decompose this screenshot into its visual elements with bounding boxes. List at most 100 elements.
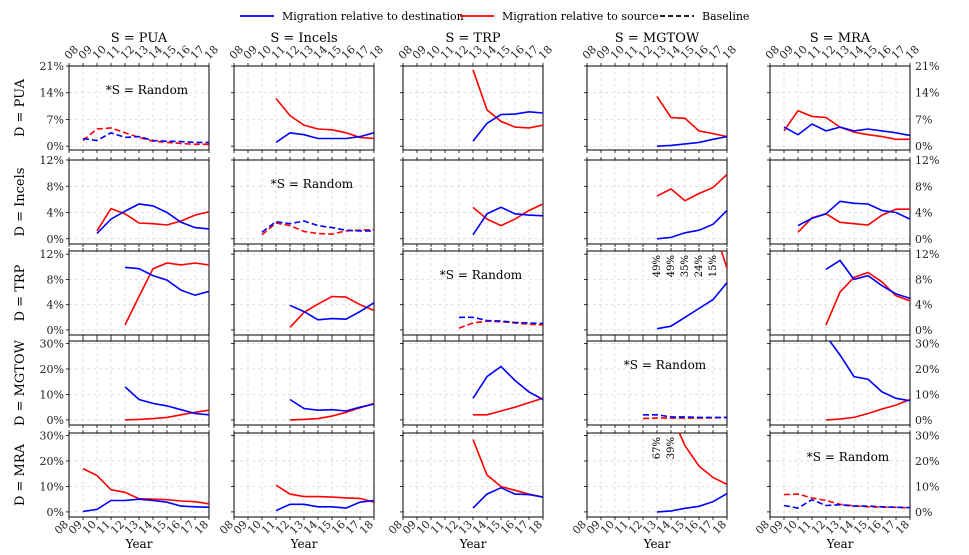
y-tick-label: 30% [915,338,939,351]
series-source [656,173,727,202]
x-tick-label-top: 18 [202,43,221,62]
x-tick-label-bottom: 18 [192,518,211,537]
y-tick-label: 0% [47,414,64,427]
series-group [642,413,727,420]
y-tick-label: 0% [915,414,932,427]
series-destination [124,266,209,297]
series-destination [828,341,910,402]
random-annotation: *S = Random [271,177,354,191]
series-source [678,433,727,486]
y-tick-label: 8% [47,273,64,286]
series-source [289,402,374,421]
y-tick-label: 8% [915,273,932,286]
row-label-0: D = PUA [13,78,28,137]
y-tick-label: 12% [40,248,64,261]
y-tick-label: 8% [47,180,64,193]
percent-label: 67% [652,437,663,459]
series-destination [472,365,543,401]
x-tick-label-bottom: 18 [357,518,376,537]
y-tick-label: 4% [47,207,64,220]
series-destination [643,413,727,419]
series-destination [275,499,374,512]
series-group [472,69,543,142]
y-tick-label: 7% [47,113,64,126]
series-source [825,398,910,421]
x-tick-label-top: 18 [720,43,739,62]
series-source [825,271,910,326]
series-group [275,484,374,512]
y-tick-label: 30% [915,430,939,443]
series-group [656,96,727,147]
series-destination [289,398,374,412]
series-source [261,222,374,236]
x-tick-label-top: 18 [367,43,386,62]
panel-r1-c0: 0% 4% 8% 12% [40,154,210,247]
series-destination [797,200,910,227]
column-title-3: S = MGTOW [615,31,700,46]
y-tick-label: 0% [915,506,932,519]
column-title-0: S = PUA [111,31,168,46]
y-tick-label: 8% [915,180,932,193]
series-destination [825,259,910,300]
series-destination [783,123,910,137]
x-axis-label: Year [643,537,671,551]
series-source [783,109,910,141]
series-group [656,251,727,330]
y-tick-label: 10% [915,480,939,493]
x-tick-label-bottom: 18 [710,518,729,537]
panel-r3-c3: *S = Random [584,338,728,428]
y-tick-label: 0% [915,324,932,337]
series-destination [656,492,727,513]
row-label-1: D = Incels [13,168,28,237]
series-destination [656,135,727,147]
random-annotation: *S = Random [624,358,707,372]
panel-grid: S = PUA S = Incels S = TRP S = MGTOW S = MRA… [13,31,939,551]
series-group [825,259,910,326]
panel-r1-c4: 0% 4% 8% 12% [767,154,939,247]
y-tick-label: 4% [47,299,64,312]
y-tick-label: 20% [915,455,939,468]
series-destination [82,498,209,513]
series-destination [656,209,727,240]
y-tick-label: 20% [915,363,939,376]
x-tick-label-bottom: 18 [526,518,545,537]
column-title-1: S = Incels [270,31,337,46]
series-group [472,365,543,416]
series-destination [289,302,374,321]
series-group [96,203,209,235]
panel-r3-c2 [400,338,544,428]
panel-r2-c0: 0% 4% 8% 12% [40,248,210,338]
percent-label: 39% [666,437,677,459]
series-source [473,397,543,416]
y-tick-label: 7% [915,113,932,126]
series-group [783,109,910,141]
random-annotation: *S = Random [440,268,523,282]
percent-label: 35% [680,255,691,277]
percent-label: 24% [694,255,705,277]
series-destination [275,131,374,144]
series-source [124,409,209,421]
series-group [82,127,209,146]
panel-r2-c1 [231,248,375,338]
y-tick-label: 20% [40,455,64,468]
y-tick-label: 0% [47,506,64,519]
y-tick-label: 21% [915,60,939,73]
y-tick-label: 10% [915,388,939,401]
series-group [124,386,209,421]
series-destination [656,282,727,330]
series-destination [124,386,209,416]
x-axis-label: Year [125,537,153,551]
series-group [289,295,374,328]
x-axis-label: Year [290,537,318,551]
series-destination [472,110,543,142]
